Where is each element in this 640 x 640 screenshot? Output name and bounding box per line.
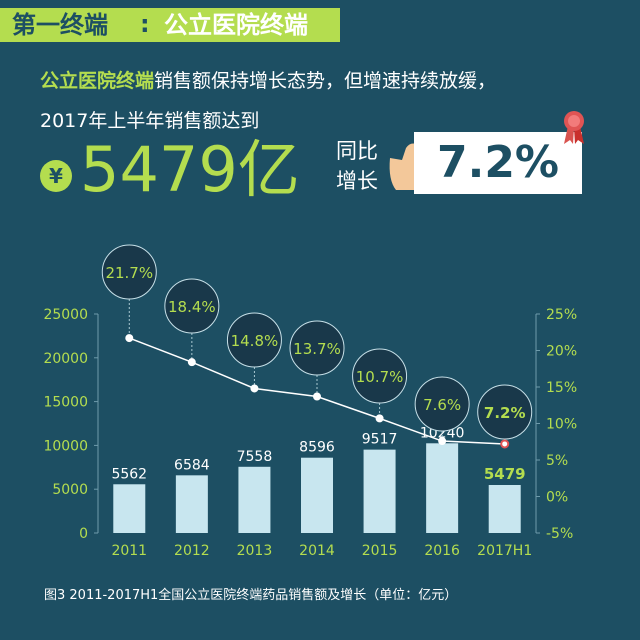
bar	[113, 484, 146, 533]
y2-tick-label-right: 10%	[546, 417, 577, 433]
header-title-part1: 第一终端	[12, 11, 108, 39]
yen-icon: ¥	[40, 160, 72, 192]
bar-value-label: 9517	[362, 432, 398, 448]
growth-bubble	[289, 320, 345, 376]
bar-value-label: 6584	[174, 457, 210, 473]
y-tick-label-left: 25000	[43, 307, 88, 323]
growth-label: 18.4%	[168, 298, 216, 316]
growth-point	[500, 439, 510, 449]
growth-point	[375, 414, 384, 423]
intro-line-2: 2017年上半年销售额达到	[40, 110, 260, 132]
x-tick-label: 2011	[111, 543, 147, 559]
bar	[301, 457, 333, 533]
growth-bubble	[477, 384, 533, 440]
bar	[426, 443, 459, 533]
growth-label: 14.8%	[231, 332, 279, 350]
y2-tick-label-right: -5%	[546, 526, 573, 542]
growth-bubble	[226, 312, 282, 368]
growth-label: 21.7%	[105, 264, 153, 282]
growth-bubble	[352, 348, 408, 404]
intro-line-1-rest: 销售额保持增长态势，但增速持续放缓，	[154, 70, 497, 92]
x-tick-label: 2014	[299, 543, 335, 559]
award-ribbon-icon	[564, 111, 584, 144]
growth-bubble	[101, 244, 157, 300]
x-tick-label: 2017H1	[477, 543, 532, 559]
intro-line-1: 公立医院终端销售额保持增长态势，但增速持续放缓，	[40, 66, 496, 93]
bar	[488, 485, 521, 533]
y-tick-label-left: 0	[79, 526, 88, 542]
growth-label: 7.6%	[423, 396, 461, 414]
sales-growth-chart: 0 5000 10000 15000 20000 25000 -5% 0% 5% 10% 15% 20…	[43, 244, 577, 559]
y-tick-label-left: 10000	[43, 438, 88, 454]
y-tick-label-left: 5000	[52, 482, 88, 498]
y2-tick-label-right: 15%	[546, 380, 577, 396]
bar	[238, 466, 271, 533]
growth-point	[125, 334, 134, 343]
y2-tick-label-right: 5%	[546, 453, 568, 469]
x-tick-label: 2016	[424, 543, 460, 559]
growth-bubble	[414, 376, 470, 432]
bar-value-label: 5562	[111, 466, 147, 482]
growth-label: 13.7%	[293, 340, 341, 358]
x-tick-label: 2012	[174, 543, 210, 559]
y2-tick-label-right: 0%	[546, 490, 568, 506]
growth-card: 7.2%	[414, 132, 582, 194]
growth-point	[250, 384, 259, 393]
x-tick-label: 2015	[362, 543, 398, 559]
growth-label: 7.2%	[484, 404, 526, 422]
y2-tick-label-right: 20%	[546, 344, 577, 360]
header-title-part2: 公立医院终端	[164, 11, 308, 39]
y2-tick-label-right: 25%	[546, 307, 577, 323]
header-separator: :	[140, 10, 150, 38]
y-tick-label-left: 20000	[43, 351, 88, 367]
bar	[175, 475, 208, 533]
growth-point	[187, 358, 196, 367]
header-bar: 第一终端 : 公立医院终端	[0, 8, 340, 42]
figure-caption: 图3 2011-2017H1全国公立医院终端药品销售额及增长（单位：亿元）	[44, 588, 458, 603]
y-tick-label-left: 15000	[43, 395, 88, 411]
bar-value-label: 7558	[237, 449, 273, 465]
bar-value-label: 8596	[299, 440, 335, 456]
x-tick-label: 2013	[237, 543, 273, 559]
intro-highlight: 公立医院终端	[40, 70, 155, 92]
yoy-label: 同比增长	[336, 139, 378, 193]
growth-bubble	[164, 278, 220, 334]
growth-label: 10.7%	[356, 368, 404, 386]
bar	[363, 449, 396, 533]
growth-point	[438, 437, 447, 446]
growth-point	[313, 392, 321, 401]
headline-amount: 5479亿	[80, 133, 300, 206]
bar-value-label: 5479	[484, 465, 526, 483]
